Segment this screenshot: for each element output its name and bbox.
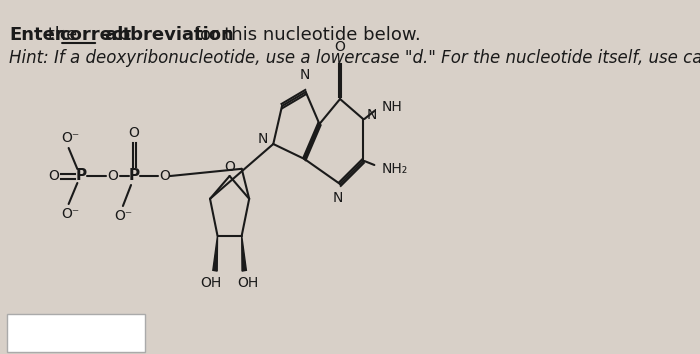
Polygon shape (241, 236, 246, 271)
Text: Enter: Enter (9, 26, 64, 44)
Text: OH: OH (237, 276, 258, 290)
Text: OH: OH (201, 276, 222, 290)
Text: N: N (332, 191, 343, 205)
Text: O⁻: O⁻ (62, 131, 80, 145)
Text: O: O (160, 169, 170, 183)
Text: O: O (108, 169, 118, 183)
Text: O: O (48, 169, 59, 183)
Text: O⁻: O⁻ (62, 207, 80, 221)
FancyBboxPatch shape (8, 314, 145, 352)
Polygon shape (213, 236, 218, 271)
Text: N: N (258, 132, 267, 146)
Text: P: P (129, 169, 140, 183)
Text: O: O (224, 160, 235, 174)
Text: N: N (367, 108, 377, 122)
Text: for this nucleotide below.: for this nucleotide below. (188, 26, 421, 44)
Text: O: O (335, 40, 346, 54)
Text: P: P (76, 169, 87, 183)
Text: NH: NH (382, 100, 402, 114)
Text: correct: correct (60, 26, 132, 44)
Text: O: O (129, 126, 139, 140)
Text: Hint: If a deoxyribonucleotide, use a lowercase "d." For the nucleotide itself, : Hint: If a deoxyribonucleotide, use a lo… (9, 49, 700, 67)
Text: N: N (300, 68, 309, 82)
Text: O⁻: O⁻ (114, 209, 132, 223)
Text: abbreviation: abbreviation (99, 26, 233, 44)
Text: NH₂: NH₂ (382, 162, 408, 176)
Text: the: the (42, 26, 83, 44)
